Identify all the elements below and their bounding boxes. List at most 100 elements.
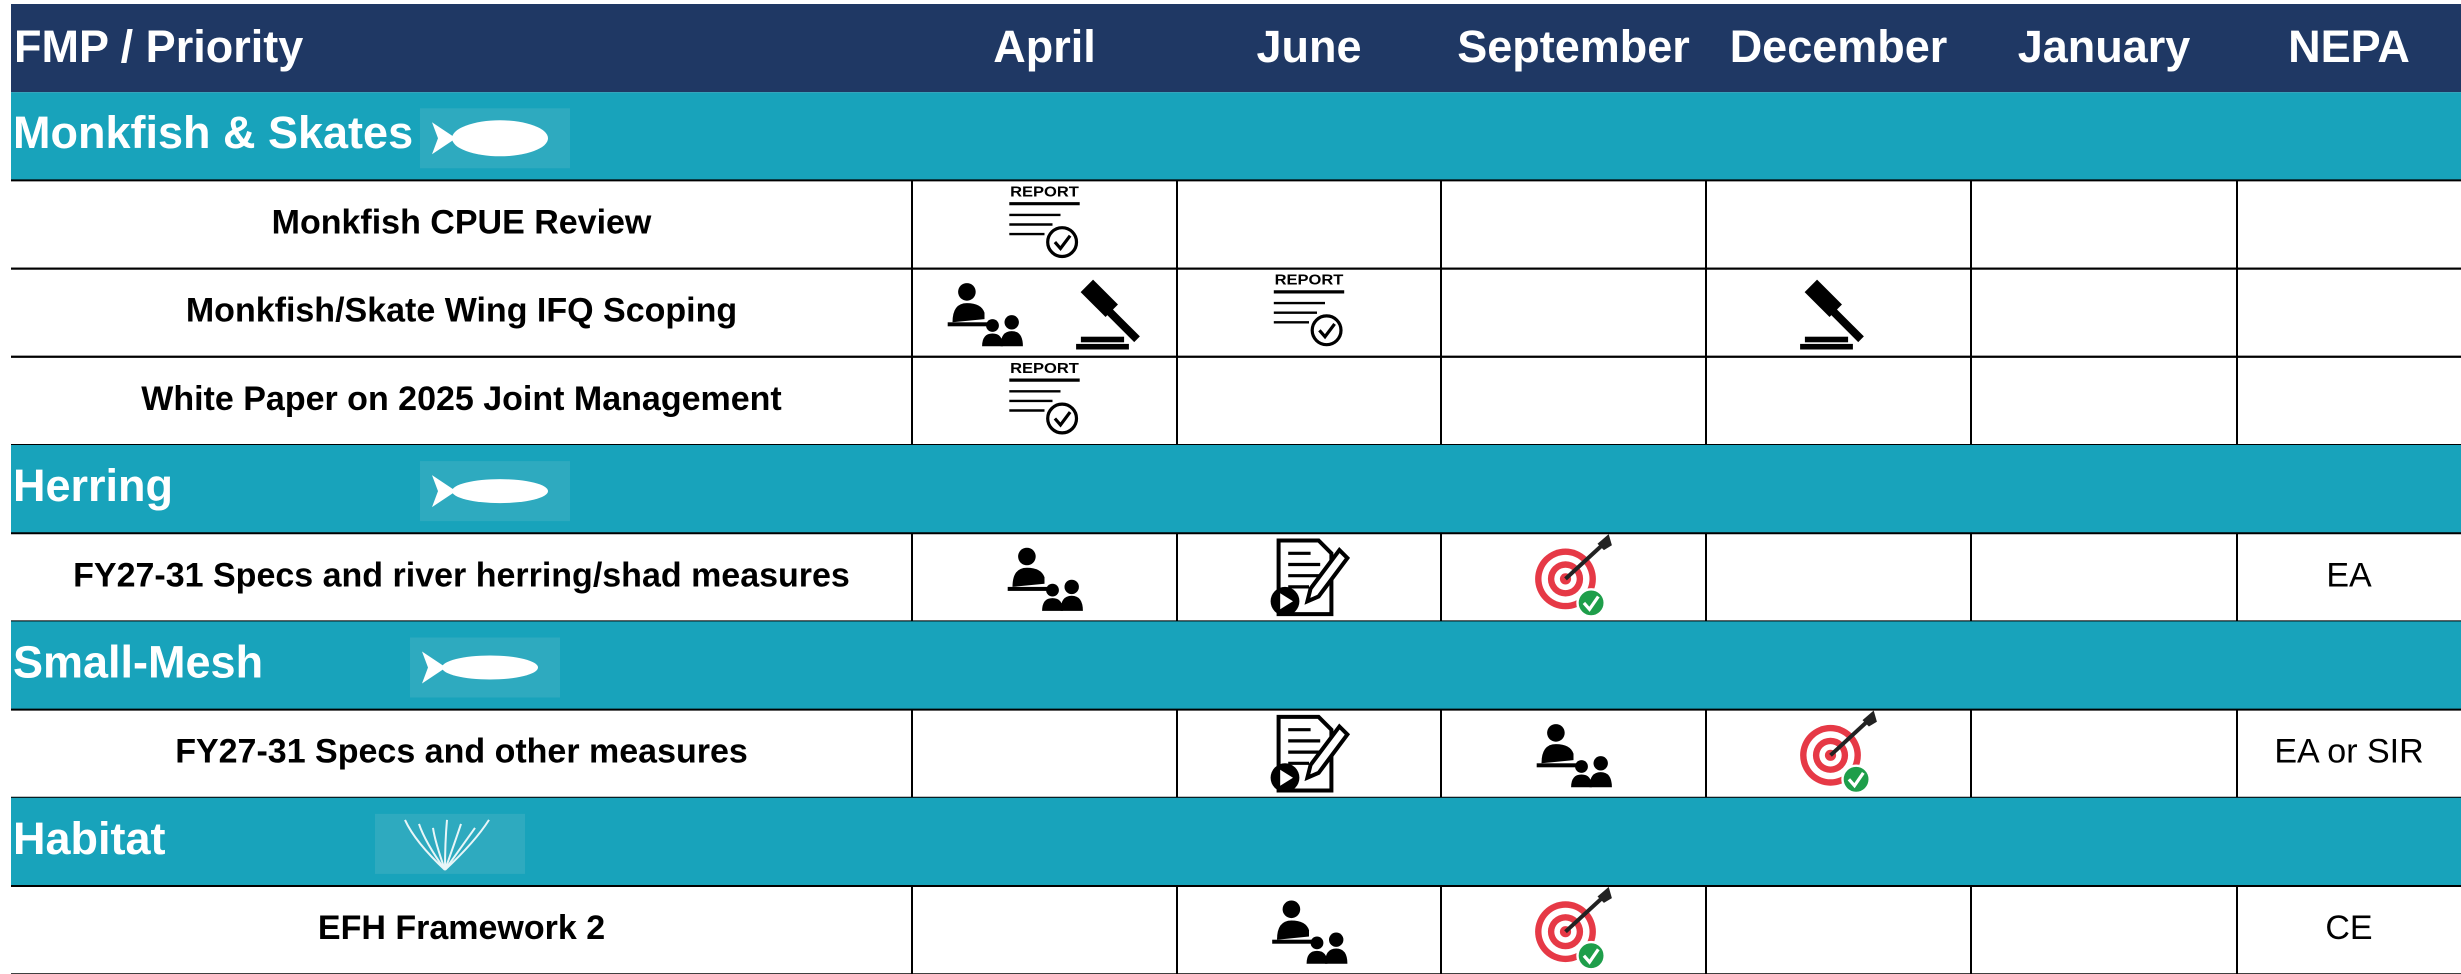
- arrow: [1564, 540, 1607, 581]
- section-title: Herring: [13, 460, 173, 511]
- row-label: FY27-31 Specs and other measures: [175, 733, 748, 771]
- report-check-circle: [1046, 402, 1079, 435]
- section-bg: [11, 445, 2461, 534]
- person: [982, 333, 1003, 347]
- row-label: EFH Framework 2: [318, 909, 605, 947]
- section-bg: [11, 92, 2461, 181]
- row-label: Monkfish CPUE Review: [272, 203, 652, 241]
- person: [1004, 315, 1019, 330]
- coral: [444, 819, 490, 871]
- gavel-icon: [1800, 279, 1864, 350]
- row-label: Monkfish/Skate Wing IFQ Scoping: [186, 292, 737, 330]
- person: [958, 283, 976, 301]
- draft-icon: [1270, 538, 1351, 617]
- report-icon: REPORT: [1273, 272, 1345, 347]
- column-header: April: [993, 21, 1096, 72]
- check-circle: [1576, 940, 1606, 971]
- person: [1575, 760, 1588, 773]
- report-check-circle: [1310, 314, 1343, 347]
- fish-tail: [432, 475, 456, 508]
- meeting-icon: [1536, 724, 1612, 788]
- arrow-feather: [1597, 886, 1612, 903]
- arrow-feather: [1862, 710, 1877, 727]
- person: [1547, 724, 1565, 742]
- person: [1329, 932, 1344, 947]
- check-circle: [1576, 588, 1606, 618]
- target-icon: [1535, 886, 1612, 971]
- coral: [444, 827, 476, 871]
- coral: [418, 823, 446, 871]
- report-icon-label: REPORT: [1275, 272, 1345, 289]
- meeting-icon: [1272, 900, 1348, 964]
- row-label: FY27-31 Specs and river herring/shad mea…: [73, 556, 850, 594]
- column-header: December: [1730, 21, 1948, 72]
- play-triangle: [1280, 593, 1293, 610]
- nepa-value: CE: [2325, 909, 2372, 947]
- person: [1277, 920, 1309, 940]
- person: [952, 303, 985, 323]
- desk: [1536, 763, 1577, 768]
- arrow: [1564, 893, 1607, 934]
- fish-body: [452, 120, 548, 157]
- column-header: FMP / Priority: [14, 21, 303, 72]
- report-check: [1053, 234, 1072, 252]
- report-icon: REPORT: [1009, 360, 1080, 435]
- person: [1064, 579, 1079, 595]
- section-illustration: [420, 461, 570, 522]
- header-bg: [11, 4, 2461, 93]
- person: [1018, 547, 1036, 566]
- target-icon: [1535, 534, 1612, 618]
- person: [1012, 567, 1045, 587]
- gavel-icon: [1076, 279, 1140, 350]
- report-icon-label: REPORT: [1010, 360, 1080, 377]
- person: [1306, 950, 1328, 964]
- pencil: [1304, 723, 1351, 782]
- fish-body: [452, 479, 548, 504]
- target-icon: [1800, 710, 1877, 795]
- draft-icon: [1270, 714, 1351, 793]
- person: [1310, 936, 1324, 950]
- row-label: White Paper on 2025 Joint Management: [141, 380, 781, 418]
- fish-tail: [432, 122, 456, 155]
- gavel-base: [1804, 336, 1849, 343]
- person: [1589, 772, 1612, 788]
- report-check: [1318, 322, 1336, 340]
- person: [1282, 900, 1301, 919]
- coral: [444, 823, 462, 871]
- report-check-circle: [1046, 226, 1079, 259]
- report-icon-label: REPORT: [1010, 184, 1080, 201]
- person: [1571, 774, 1592, 788]
- person: [1060, 595, 1083, 611]
- gavel-handle: [1103, 305, 1140, 343]
- coral: [444, 819, 448, 870]
- person: [1325, 948, 1348, 964]
- section-bg: [11, 621, 2461, 710]
- coral: [404, 819, 446, 871]
- check: [1582, 595, 1600, 612]
- column-header: June: [1256, 21, 1361, 72]
- gavel-base: [1076, 343, 1129, 350]
- arrow-feather: [1597, 534, 1612, 551]
- section-title: Small-Mesh: [13, 636, 263, 687]
- check-circle: [1841, 764, 1871, 795]
- section-illustration: [375, 813, 525, 874]
- column-header: NEPA: [2288, 21, 2410, 72]
- gavel-base: [1800, 343, 1853, 350]
- report-check: [1053, 411, 1072, 428]
- coral: [432, 827, 446, 871]
- fish-tail: [422, 651, 446, 684]
- section-illustration: [410, 637, 560, 698]
- report-icon: REPORT: [1009, 184, 1080, 259]
- meeting-icon: [1007, 547, 1083, 611]
- section-illustration: [420, 108, 570, 169]
- person: [1000, 331, 1023, 347]
- person: [1541, 744, 1574, 764]
- check: [1582, 948, 1600, 965]
- nepa-value: EA or SIR: [2274, 733, 2423, 771]
- check: [1847, 771, 1865, 789]
- desk: [1272, 939, 1313, 944]
- desk: [1007, 586, 1048, 591]
- column-header: September: [1457, 21, 1690, 72]
